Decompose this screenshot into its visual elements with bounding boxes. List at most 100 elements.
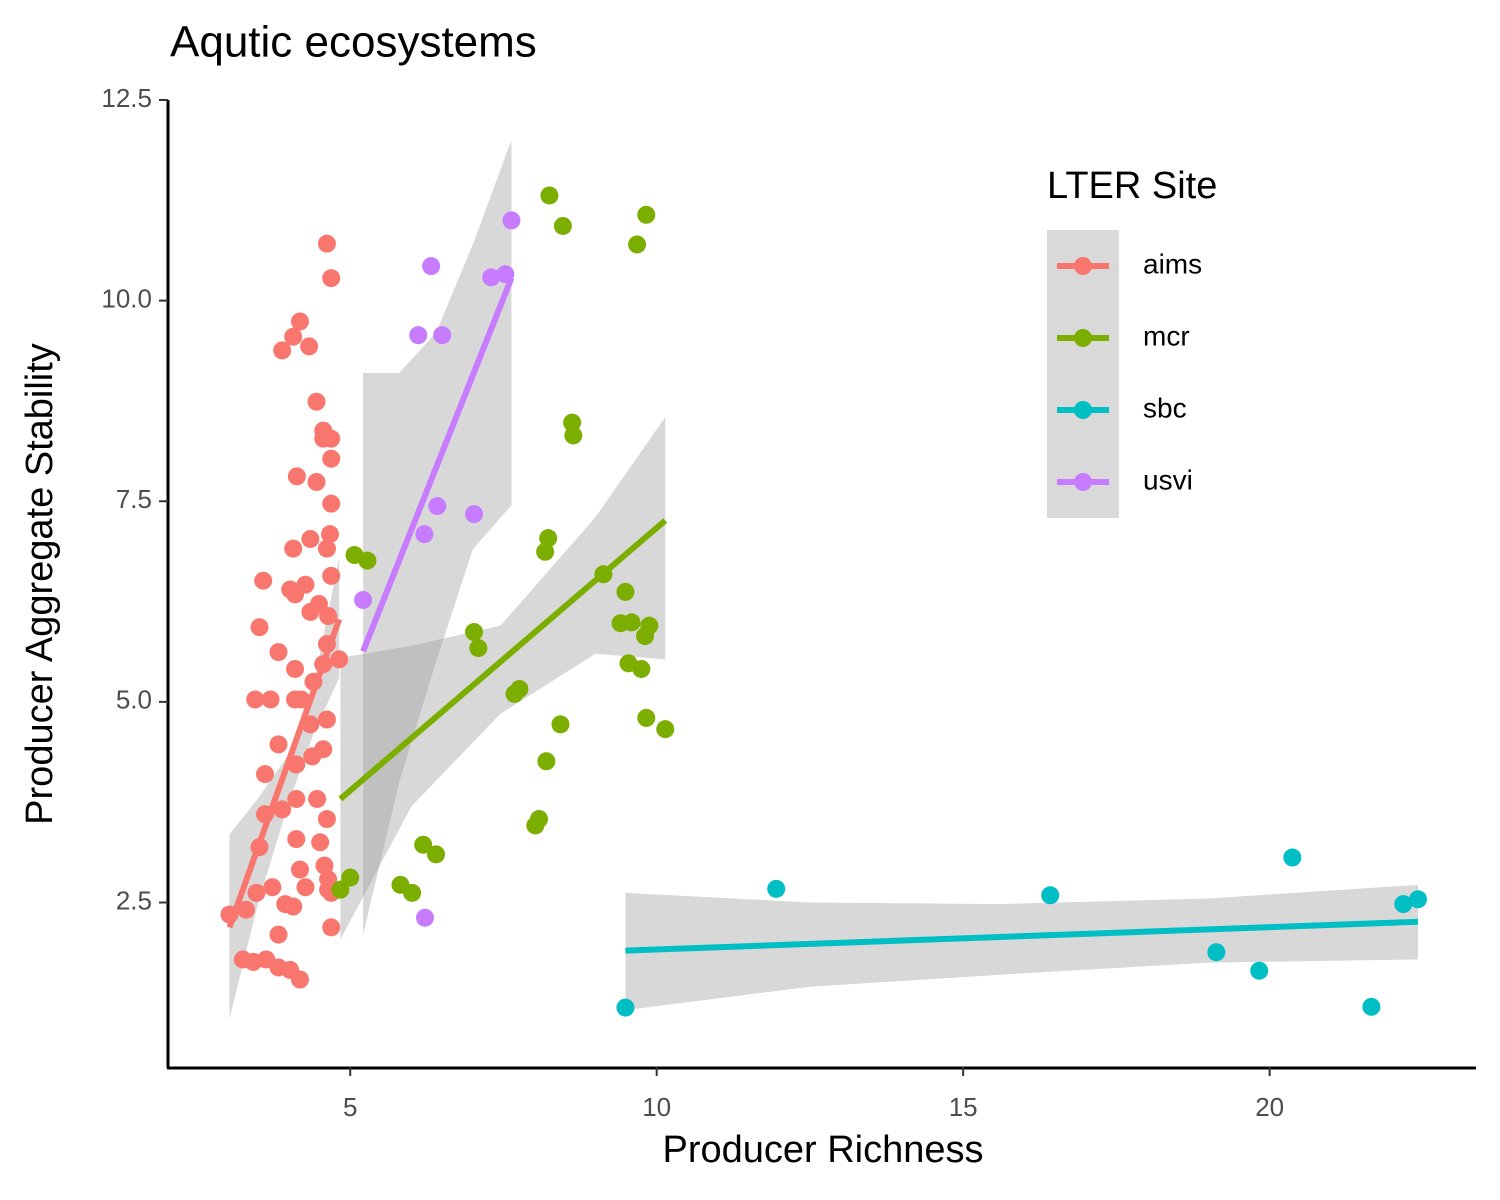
y-tick-label: 2.5 [116, 885, 152, 915]
point [269, 643, 288, 662]
legend-label: usvi [1143, 464, 1193, 495]
legend: LTER Site aims mcr sbc usvi [1047, 165, 1217, 518]
x-tick-label: 5 [343, 1092, 357, 1122]
point [273, 800, 292, 819]
point [622, 613, 641, 632]
point [296, 878, 315, 897]
point [284, 897, 303, 916]
y-tick-label: 12.5 [101, 83, 152, 113]
point [553, 216, 572, 235]
point [246, 690, 265, 709]
point [286, 659, 305, 678]
point [322, 494, 341, 513]
point [322, 449, 341, 468]
point [1041, 886, 1060, 905]
point [415, 525, 434, 544]
fit-line [226, 618, 343, 929]
legend-key-background [1047, 230, 1119, 518]
legend-title: LTER Site [1047, 165, 1217, 207]
point [433, 326, 452, 345]
point [341, 868, 360, 887]
x-tick-label: 20 [1255, 1092, 1284, 1122]
point [540, 186, 559, 205]
point [767, 879, 786, 898]
point [358, 551, 377, 570]
point [320, 525, 339, 544]
point [616, 582, 635, 601]
point [1250, 961, 1269, 980]
point [1362, 997, 1381, 1016]
point [1283, 848, 1302, 867]
point [287, 830, 306, 849]
point [290, 312, 309, 331]
point [640, 616, 659, 635]
point [292, 690, 311, 709]
point [254, 571, 273, 590]
point [427, 845, 446, 864]
point [269, 925, 288, 944]
point [284, 327, 303, 346]
point [536, 542, 555, 561]
point [632, 659, 651, 678]
point [539, 529, 558, 548]
legend-key-point [1074, 257, 1092, 275]
point [1394, 895, 1413, 914]
point [403, 883, 422, 902]
point [530, 810, 549, 829]
legend-key-point [1074, 473, 1092, 491]
point [637, 205, 656, 224]
y-tick-label: 5.0 [116, 685, 152, 715]
point [261, 690, 280, 709]
point [308, 789, 327, 808]
point [1408, 890, 1427, 909]
point [247, 883, 266, 902]
point [314, 740, 333, 759]
point [287, 467, 306, 486]
point [502, 211, 521, 230]
point [551, 715, 570, 734]
confidence-band [625, 884, 1418, 1011]
legend-key-point [1074, 329, 1092, 347]
fit-line [338, 518, 668, 802]
x-axis-title: Producer Richness [662, 1129, 983, 1171]
point [409, 326, 428, 345]
point [415, 908, 434, 927]
point [307, 472, 326, 491]
point [319, 607, 338, 626]
point [263, 878, 282, 897]
point [287, 789, 306, 808]
point [256, 765, 275, 784]
legend-label: mcr [1143, 320, 1190, 351]
point [465, 623, 484, 642]
point [637, 708, 656, 727]
point [330, 650, 349, 669]
point [616, 998, 635, 1017]
point [469, 639, 488, 658]
point [322, 269, 341, 288]
confidence-band [340, 416, 666, 940]
point [482, 268, 501, 287]
point [354, 590, 373, 609]
x-tick-label: 15 [949, 1092, 978, 1122]
point [656, 720, 675, 739]
point [273, 341, 292, 360]
point [537, 752, 556, 771]
point [315, 856, 334, 875]
chart-title: Aqutic ecosystems [170, 18, 537, 67]
point [322, 429, 341, 448]
fit-line [360, 277, 515, 653]
fit-line [625, 918, 1419, 954]
legend-key-point [1074, 401, 1092, 419]
point [331, 880, 350, 899]
confidence-band [363, 140, 512, 935]
point [307, 392, 326, 411]
point [465, 505, 484, 524]
point [322, 566, 341, 585]
point [284, 539, 303, 558]
point [422, 257, 441, 276]
point [311, 833, 330, 852]
point [290, 970, 309, 989]
point [301, 529, 320, 548]
